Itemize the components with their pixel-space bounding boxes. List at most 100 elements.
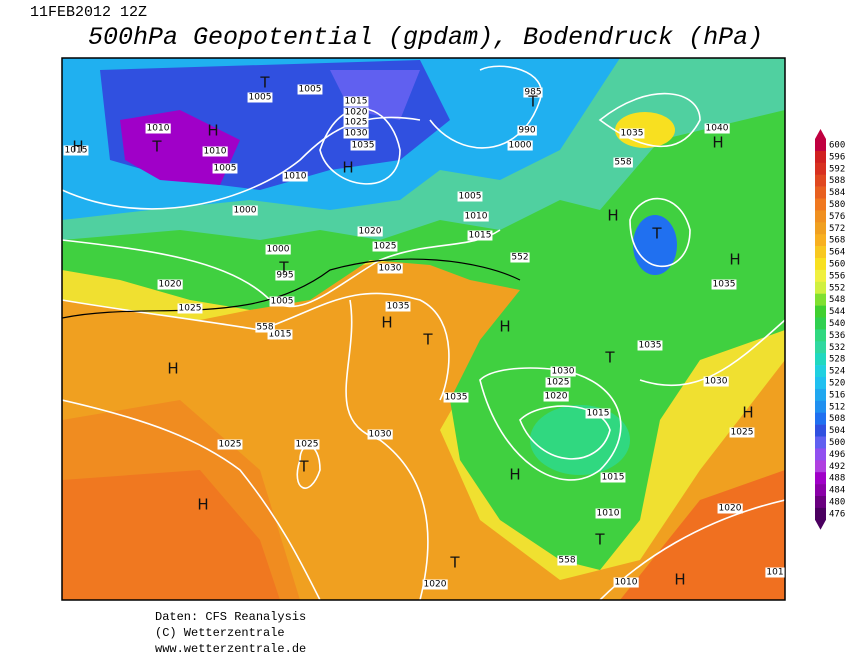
- colorbar-swatch: [815, 293, 826, 306]
- isobar-label: 1035: [387, 302, 410, 312]
- isobar-label: 101: [766, 568, 783, 578]
- colorbar-swatch: [815, 150, 826, 164]
- colorbar-label: 588: [829, 176, 845, 186]
- colorbar-swatch: [815, 305, 826, 318]
- colorbar-label: 556: [829, 271, 845, 281]
- isobar-label: 1020: [359, 227, 382, 237]
- isobar-label: 1035: [445, 393, 468, 403]
- isobar-label-bg: [212, 163, 238, 174]
- pressure-center: H: [342, 159, 353, 177]
- pressure-center: H: [729, 251, 740, 269]
- isobar-label: 1015: [469, 231, 492, 241]
- colorbar-swatch: [815, 269, 826, 283]
- colorbar-swatch: [815, 162, 826, 175]
- title: 500hPa Geopotential (gpdam), Bodendruck …: [88, 23, 763, 52]
- isobar-label-bg: [372, 241, 398, 252]
- isobar-label-bg: [557, 555, 577, 566]
- colorbar-cap: [815, 129, 826, 139]
- colorbar-swatch: [815, 329, 826, 342]
- isobar-label: 995: [276, 271, 293, 281]
- isobar-label-bg: [717, 503, 743, 514]
- isobar-label-bg: [765, 567, 785, 578]
- isobar-label: 1020: [159, 280, 182, 290]
- colorbar-swatch: [815, 400, 826, 413]
- pressure-center: H: [499, 318, 510, 336]
- isobar-label-bg: [177, 303, 203, 314]
- isobar-label-bg: [350, 140, 376, 151]
- isobar-label: 1025: [547, 378, 570, 388]
- colorbar-swatch: [815, 388, 826, 402]
- pressure-center: H: [607, 207, 618, 225]
- isobar-label-bg: [232, 205, 258, 216]
- isobar-label-bg: [600, 472, 626, 483]
- isobar-label-bg: [275, 270, 295, 281]
- colorbar-swatch: [815, 448, 826, 461]
- isobar-label: 1025: [219, 440, 242, 450]
- isobar-label-bg: [613, 577, 639, 588]
- pressure-center: T: [651, 225, 662, 243]
- pressure-center: H: [674, 571, 685, 589]
- colorbar-label: 476: [829, 509, 845, 519]
- pressure-center: H: [207, 122, 218, 140]
- isobar-label-bg: [517, 125, 537, 136]
- colorbar-swatch: [815, 412, 826, 425]
- isobar-label: 1010: [204, 147, 227, 157]
- isobar-label: 1015: [587, 409, 610, 419]
- isobar-label-bg: [267, 329, 293, 340]
- colorbar-label: 592: [829, 164, 845, 174]
- isobar-label-bg: [729, 427, 755, 438]
- isobar-label-bg: [217, 439, 243, 450]
- colorbar-label: 512: [829, 402, 845, 412]
- isobar-label-bg: [294, 439, 320, 450]
- pressure-center: H: [509, 466, 520, 484]
- pressure-center: T: [151, 138, 162, 156]
- isobar-label-bg: [545, 377, 571, 388]
- isobar-label: 1030: [379, 264, 402, 274]
- isobar-label-bg: [297, 84, 323, 95]
- isobar-label-bg: [703, 376, 729, 387]
- isobar-label-bg: [443, 392, 469, 403]
- colorbar-label: 600: [829, 140, 845, 150]
- pressure-center: H: [197, 496, 208, 514]
- colorbar-label: 484: [829, 486, 845, 496]
- colorbar-swatch: [815, 424, 826, 437]
- colorbar-swatch: [815, 341, 826, 354]
- isobar-label: 990: [518, 126, 535, 136]
- isobar-label-bg: [595, 508, 621, 519]
- isobar-label: 1005: [249, 93, 272, 103]
- pressure-center: T: [594, 531, 605, 549]
- colorbar-label: 492: [829, 462, 845, 472]
- isobar-label: 1025: [179, 304, 202, 314]
- isobar-label-bg: [157, 279, 183, 290]
- colorbar-swatch: [815, 365, 826, 378]
- colorbar-label: 584: [829, 188, 845, 198]
- colorbar-swatch: [815, 317, 826, 330]
- colorbar-cap: [815, 519, 826, 530]
- isobar-label-bg: [377, 263, 403, 274]
- isobar-label: 1015: [602, 473, 625, 483]
- colorbar-swatch: [815, 186, 826, 199]
- pressure-center: T: [298, 458, 309, 476]
- isobar-label-bg: [385, 301, 411, 312]
- isobar-label: 1040: [706, 124, 729, 134]
- colorbar-swatch: [815, 198, 826, 211]
- isobar-label: 1030: [552, 367, 575, 377]
- pressure-center: H: [72, 138, 83, 156]
- isobar-label-bg: [507, 140, 533, 151]
- colorbar-label: 572: [829, 224, 845, 234]
- colorbar-swatch: [815, 460, 826, 473]
- isobar-label-bg: [343, 128, 369, 139]
- isobar-label: 1030: [345, 129, 368, 139]
- isobar-label: 552: [511, 253, 528, 263]
- colorbar-swatch: [815, 436, 826, 449]
- footer-line: (C) Wetterzentrale: [155, 626, 285, 640]
- isobar-label: 1005: [271, 297, 294, 307]
- colorbar-swatch: [815, 174, 826, 187]
- pressure-center: H: [167, 360, 178, 378]
- isobar-label: 985: [524, 88, 541, 98]
- isobar-label-bg: [550, 366, 576, 377]
- isobar-label: 1010: [284, 172, 307, 182]
- isobar-label-bg: [523, 87, 543, 98]
- colorbar-label: 504: [829, 426, 845, 436]
- colorbar-label: 560: [829, 259, 845, 269]
